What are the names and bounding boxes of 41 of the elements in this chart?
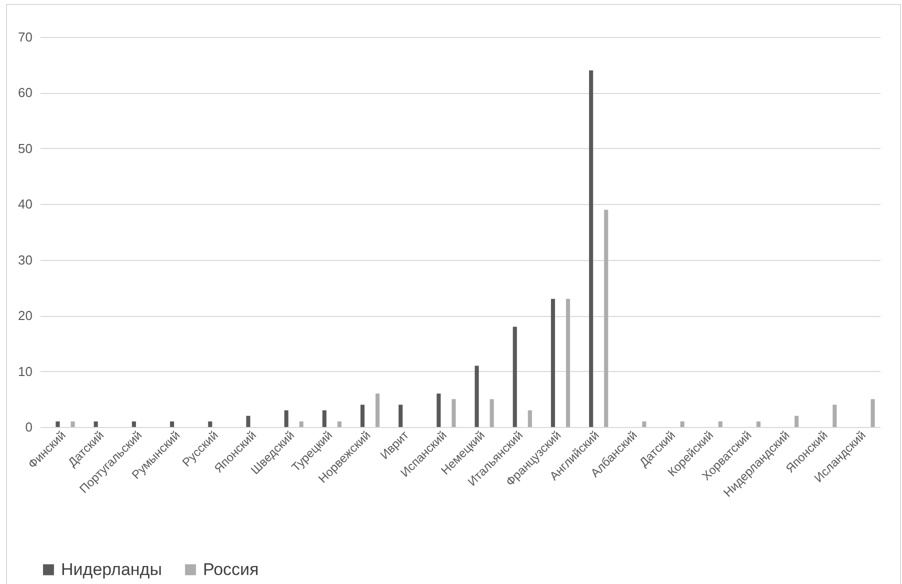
bar — [56, 421, 60, 427]
y-tick-label: 10 — [18, 364, 32, 379]
bar — [794, 416, 799, 427]
bar — [642, 421, 646, 427]
bar — [337, 421, 342, 427]
bar — [360, 404, 365, 427]
bar — [474, 366, 479, 427]
bar — [566, 298, 570, 427]
bar — [718, 421, 722, 427]
bar — [170, 421, 174, 427]
bar — [452, 399, 456, 427]
legend-label: Нидерланды — [61, 560, 162, 579]
bar — [490, 399, 494, 427]
bar — [832, 404, 837, 427]
bar — [376, 394, 380, 427]
bar — [322, 410, 326, 427]
bar — [94, 421, 98, 427]
bar — [589, 70, 594, 427]
y-tick-label: 30 — [18, 252, 32, 268]
bar — [550, 298, 556, 427]
bar — [680, 421, 684, 427]
bar — [208, 421, 212, 427]
bar — [604, 210, 608, 427]
bar — [246, 416, 250, 427]
bar — [132, 421, 136, 427]
bar — [528, 410, 532, 427]
bar — [398, 404, 403, 427]
bar — [512, 326, 517, 427]
y-tick-label: 50 — [18, 140, 32, 156]
bar — [284, 410, 288, 427]
y-tick-label: 60 — [18, 85, 32, 100]
bar — [436, 394, 441, 427]
y-tick-label: 0 — [25, 420, 32, 434]
bar — [870, 399, 875, 427]
y-tick-label: 40 — [18, 196, 32, 212]
y-tick-label: 20 — [18, 308, 32, 324]
bar — [756, 421, 761, 427]
y-tick-label: 70 — [18, 30, 32, 44]
bar — [70, 421, 75, 427]
bar — [299, 421, 304, 427]
legend-label: Россия — [203, 560, 259, 579]
